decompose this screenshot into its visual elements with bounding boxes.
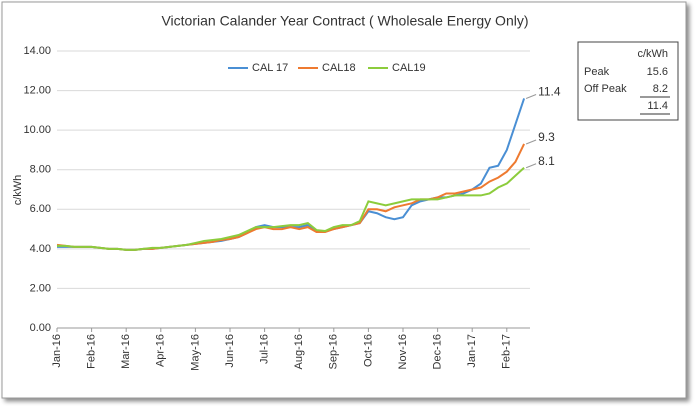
y-tick-label: 4.00: [30, 243, 51, 255]
info-box: [577, 41, 679, 121]
info-row-value: 8.2: [653, 83, 668, 95]
legend-label: CAL 17: [252, 62, 288, 74]
leader-line: [525, 139, 537, 145]
x-tick-label: Mar-16: [120, 334, 132, 369]
x-tick-label: Feb-16: [86, 334, 98, 369]
leader-line: [525, 94, 537, 99]
x-tick-label: Jan-17: [466, 334, 478, 368]
x-tick-label: Feb-17: [501, 334, 513, 369]
legend-label: CAL18: [322, 62, 356, 74]
x-tick-label: Dec-16: [432, 334, 444, 369]
leader-line: [525, 163, 537, 169]
info-row-value: 11.4: [647, 100, 668, 112]
x-tick-label: Oct-16: [362, 334, 374, 367]
x-tick-label: Nov-16: [397, 334, 409, 369]
y-tick-label: 2.00: [30, 282, 51, 294]
x-tick-label: May-16: [189, 334, 201, 371]
x-tick-label: Aug-16: [293, 334, 305, 369]
chart-title: Victorian Calander Year Contract ( Whole…: [161, 13, 528, 29]
info-row-value: 15.6: [647, 66, 668, 78]
y-tick-label: 0.00: [30, 322, 51, 334]
y-tick-label: 6.00: [30, 203, 51, 215]
info-row-label: Off Peak: [584, 83, 627, 95]
x-tick-label: Jul-16: [259, 334, 271, 364]
x-tick-label: Jun-16: [224, 334, 236, 368]
y-tick-label: 8.00: [30, 164, 51, 176]
end-label: 8.1: [538, 154, 555, 168]
y-tick-label: 10.00: [23, 124, 51, 136]
end-label: 11.4: [538, 85, 561, 99]
info-header: c/kWh: [637, 48, 668, 60]
x-tick-label: Jan-16: [51, 334, 63, 368]
y-tick-label: 14.00: [23, 45, 51, 57]
x-tick-label: Sep-16: [328, 334, 340, 369]
chart-frame: [1, 1, 687, 399]
info-row-label: Peak: [584, 66, 610, 78]
legend-label: CAL19: [392, 62, 426, 74]
y-tick-label: 12.00: [23, 84, 51, 96]
series-line: [57, 166, 525, 251]
y-axis-label: c/kWh: [12, 175, 24, 206]
end-label: 9.3: [538, 130, 555, 144]
x-tick-label: Apr-16: [155, 334, 167, 367]
